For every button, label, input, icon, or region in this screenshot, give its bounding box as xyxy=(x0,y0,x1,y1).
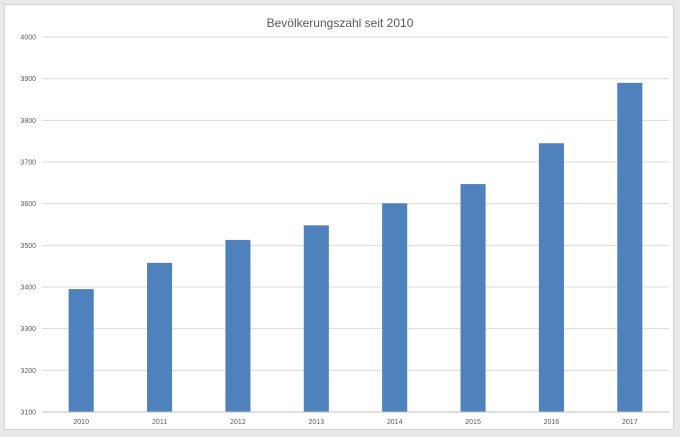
bar-2017 xyxy=(617,82,643,412)
bar-2016 xyxy=(538,143,564,412)
x-tick-label: 2012 xyxy=(230,419,246,426)
bar-2011 xyxy=(147,262,173,412)
x-tick-label: 2011 xyxy=(152,419,167,426)
y-tick-label: 3300 xyxy=(20,326,36,333)
gridlines xyxy=(42,36,669,371)
bars xyxy=(68,82,643,412)
chart-frame: Bevölkerungszahl seit 2010 3100 3200 3300 3… xyxy=(4,4,674,430)
y-tick-label: 3400 xyxy=(20,285,36,292)
bar-2013 xyxy=(303,225,329,412)
bar-2015 xyxy=(460,184,486,412)
x-tick-label: 2017 xyxy=(622,419,638,426)
y-tick-label: 4000 xyxy=(20,35,36,42)
y-tick-label: 3800 xyxy=(20,118,36,125)
y-tick-label: 3500 xyxy=(20,243,36,250)
x-tick-label: 2016 xyxy=(544,419,560,426)
bar-chart: 3100 3200 3300 3400 3500 3600 3700 3800 3900 4000… xyxy=(20,35,669,426)
x-tick-label: 2014 xyxy=(387,419,403,426)
y-tick-label: 3100 xyxy=(20,410,36,417)
y-tick-label: 3900 xyxy=(20,76,36,83)
bar-2014 xyxy=(382,203,408,412)
bar-2010 xyxy=(68,289,94,412)
y-tick-label: 3700 xyxy=(20,160,36,167)
bar-2012 xyxy=(225,239,251,412)
y-tick-label: 3200 xyxy=(20,368,36,375)
y-tick-label: 3600 xyxy=(20,201,36,208)
x-tick-label: 2013 xyxy=(309,419,325,426)
x-tick-label: 2010 xyxy=(73,419,89,426)
x-tick-label: 2015 xyxy=(465,419,481,426)
axes: 3100 3200 3300 3400 3500 3600 3700 3800 3900 4000… xyxy=(20,35,669,426)
chart-title: Bevölkerungszahl seit 2010 xyxy=(266,16,414,30)
